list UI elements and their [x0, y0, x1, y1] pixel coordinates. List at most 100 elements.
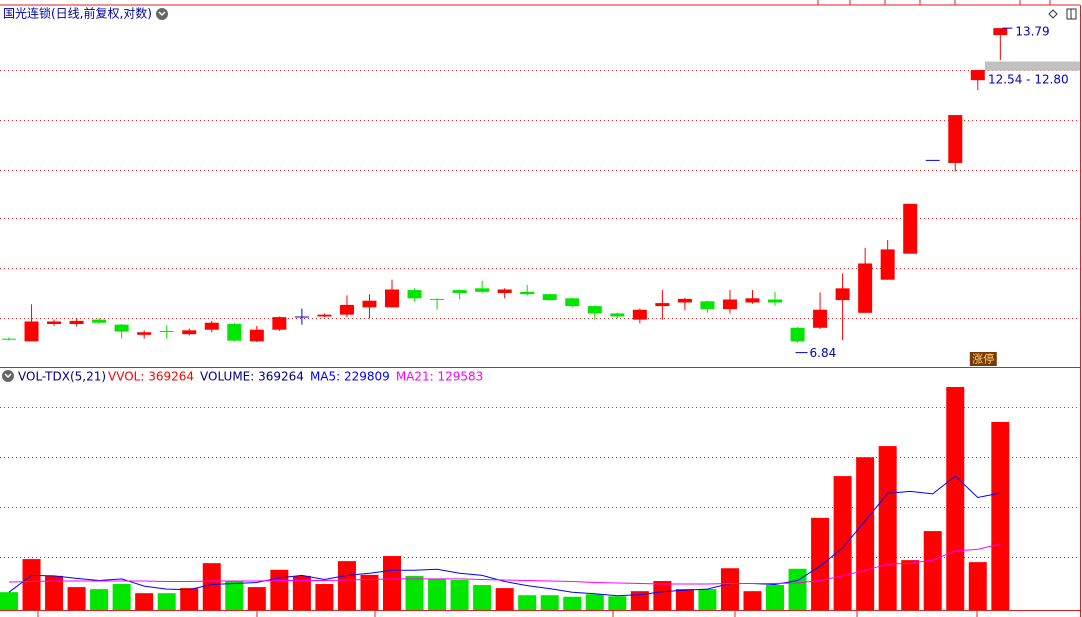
- candle-body: [317, 314, 332, 317]
- volume-bar: [337, 561, 356, 610]
- volume-bar: [878, 446, 897, 610]
- readout: MA21: 129583: [396, 370, 484, 384]
- candle-body: [790, 327, 805, 342]
- candle-body: [858, 263, 873, 313]
- volume-bar: [495, 588, 514, 610]
- volume-bar: [585, 594, 604, 610]
- volume-bar: [270, 569, 289, 610]
- candle-body: [542, 294, 557, 301]
- candle-body: [565, 298, 580, 307]
- volume-bar: [428, 578, 447, 610]
- volume-bar: [247, 587, 266, 610]
- volume-bar: [788, 568, 807, 610]
- readout: MA5: 229809: [310, 370, 390, 384]
- candle-body: [745, 298, 760, 303]
- candle-body: [925, 159, 940, 161]
- volume-bar: [518, 595, 537, 610]
- ma-line: [8, 543, 1001, 585]
- volume-bar: [315, 584, 334, 610]
- grid: [0, 70, 1080, 558]
- candle-body: [159, 330, 174, 332]
- volume-bar: [563, 596, 582, 610]
- candle-body: [655, 303, 670, 307]
- limit-up-badge: 涨停: [972, 352, 994, 366]
- candle-body: [970, 70, 985, 81]
- candle-body: [47, 321, 62, 324]
- candle-body: [204, 322, 219, 330]
- menu-icon[interactable]: [156, 8, 168, 20]
- candle-body: [700, 301, 715, 310]
- candle-body: [92, 319, 107, 323]
- indicator-menu-icon[interactable]: [2, 370, 14, 382]
- candle-body: [362, 300, 377, 308]
- volume-bar: [292, 575, 311, 610]
- candle-body: [339, 304, 354, 315]
- volume-bar: [225, 580, 244, 610]
- candle-body: [610, 313, 625, 317]
- candle-body: [948, 115, 963, 163]
- volume-bar: [833, 476, 852, 610]
- candle-body: [182, 330, 197, 335]
- volume-bar: [923, 531, 942, 610]
- limit-up-badge-bg: [969, 352, 997, 366]
- low-label: 6.84: [810, 346, 837, 360]
- volume-bar: [968, 562, 987, 610]
- volume-bar: [743, 591, 762, 610]
- ma-line: [8, 475, 1001, 597]
- candle-body: [114, 324, 129, 332]
- volume-bar: [720, 568, 739, 610]
- candle-body: [722, 299, 737, 310]
- diamond-icon[interactable]: [1048, 9, 1058, 19]
- candle-body: [520, 291, 535, 295]
- volume-bar: [473, 585, 492, 610]
- chart-title: 国光连锁(日线,前复权,对数): [3, 6, 152, 21]
- candle-body: [249, 329, 264, 342]
- price-gap: [985, 61, 1080, 71]
- candle-body: [835, 288, 850, 301]
- high-label: 13.79: [1015, 25, 1049, 39]
- indicator-title: VOL-TDX(5,21): [18, 370, 106, 384]
- volume-bar: [202, 563, 221, 610]
- candle-body: [880, 249, 895, 280]
- candle-body: [407, 290, 422, 299]
- volume-bar: [67, 587, 86, 610]
- volume-bar: [901, 560, 920, 610]
- time-ticks: [37, 0, 1051, 617]
- volume-bar: [0, 592, 18, 610]
- candle-body: [632, 309, 647, 320]
- volume-bar: [360, 574, 379, 610]
- candle-body: [137, 332, 152, 335]
- volume-bar: [698, 589, 717, 610]
- volume-bar: [946, 387, 965, 610]
- volume-bar: [608, 596, 627, 610]
- candle-body: [587, 306, 602, 314]
- volume-bar: [856, 457, 875, 610]
- candle-body: [385, 289, 400, 308]
- candle-body: [227, 323, 242, 341]
- candle-body: [475, 288, 490, 292]
- volume-bar: [653, 580, 672, 610]
- volume-bar: [135, 593, 154, 610]
- volume-bar: [90, 589, 109, 610]
- candle-body: [903, 203, 918, 254]
- volume-bar: [45, 575, 64, 610]
- volume-bar: [112, 584, 131, 610]
- volume-bar: [157, 593, 176, 610]
- volume-bar: [811, 517, 830, 610]
- readout: VVOL: 369264: [108, 370, 194, 384]
- volume-bar: [450, 579, 469, 610]
- candle-body: [993, 28, 1008, 36]
- volume-bar: [383, 556, 402, 610]
- candle-body: [294, 316, 309, 318]
- gap-label: 12.54 - 12.80: [988, 72, 1069, 86]
- candle-body: [272, 317, 287, 330]
- readout: VOLUME: 369264: [200, 370, 304, 384]
- volume-bar: [540, 595, 559, 610]
- candle-body: [813, 309, 828, 328]
- volume-bar: [630, 591, 649, 610]
- candle-body: [24, 321, 39, 342]
- candle-body: [768, 299, 783, 303]
- candle-body: [2, 338, 16, 340]
